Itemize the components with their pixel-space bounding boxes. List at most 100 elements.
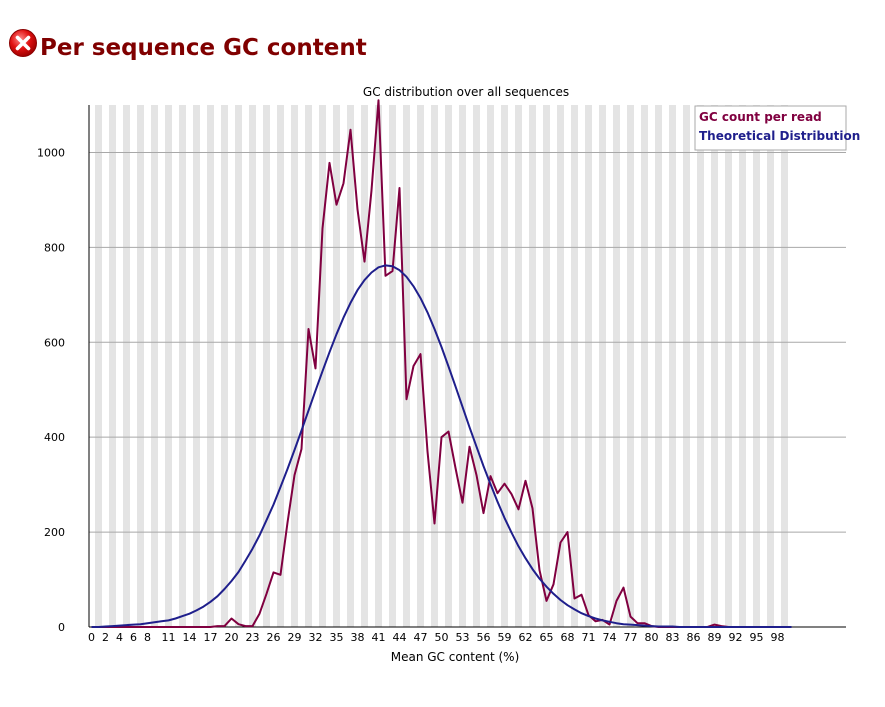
grid-stripe: [291, 105, 298, 627]
grid-stripes: [95, 105, 788, 627]
chart-series: [91, 99, 792, 628]
x-tick-label: 2: [102, 631, 109, 644]
series-line-theoretical: [91, 264, 792, 628]
grid-stripe: [571, 105, 578, 627]
grid-stripe: [487, 105, 494, 627]
x-tick-label: 80: [645, 631, 659, 644]
grid-stripe: [375, 105, 382, 627]
grid-stripe: [235, 105, 242, 627]
x-tick-label: 65: [540, 631, 554, 644]
x-tick-label: 77: [624, 631, 638, 644]
legend-entry-theoretical: Theoretical Distribution: [699, 129, 860, 143]
y-tick-label: 0: [58, 621, 65, 634]
x-tick-label: 44: [393, 631, 407, 644]
grid-stripe: [333, 105, 340, 627]
x-tick-label: 83: [666, 631, 680, 644]
grid-stripe: [473, 105, 480, 627]
x-tick-label: 86: [687, 631, 701, 644]
y-tick-label: 200: [44, 526, 65, 539]
grid-stripe: [669, 105, 676, 627]
y-tick-label: 800: [44, 241, 65, 254]
grid-stripe: [319, 105, 326, 627]
grid-stripe: [655, 105, 662, 627]
grid-stripe: [781, 105, 788, 627]
grid-stripe: [613, 105, 620, 627]
x-tick-labels: 0 2 4 6 8 11 14 17 20 23 26 29 32 35 38 41 44 47 50 53 56 59 6…: [88, 631, 785, 644]
x-tick-label: 32: [309, 631, 323, 644]
grid-stripe: [137, 105, 144, 627]
x-tick-label: 50: [435, 631, 449, 644]
grid-stripe: [193, 105, 200, 627]
grid-stripe: [249, 105, 256, 627]
y-tick-labels: 0 200 400 600 800 1000: [37, 146, 65, 634]
grid-stripe: [403, 105, 410, 627]
grid-stripe: [641, 105, 648, 627]
grid-stripe: [515, 105, 522, 627]
x-axis-label: Mean GC content (%): [391, 650, 520, 664]
x-tick-label: 4: [116, 631, 123, 644]
x-tick-label: 6: [130, 631, 137, 644]
grid-stripe: [221, 105, 228, 627]
chart-axes: [88, 105, 846, 628]
x-tick-label: 35: [330, 631, 344, 644]
x-tick-label: 0: [88, 631, 95, 644]
grid-stripe: [431, 105, 438, 627]
grid-stripe: [95, 105, 102, 627]
grid-stripe: [627, 105, 634, 627]
grid-stripe: [683, 105, 690, 627]
grid-stripe: [557, 105, 564, 627]
grid-stripe: [151, 105, 158, 627]
x-tick-label: 26: [267, 631, 281, 644]
grid-stripe: [361, 105, 368, 627]
chart-title: GC distribution over all sequences: [363, 85, 569, 99]
grid-stripe: [599, 105, 606, 627]
y-tick-label: 400: [44, 431, 65, 444]
x-tick-label: 11: [162, 631, 176, 644]
x-tick-label: 17: [204, 631, 218, 644]
grid-stripe: [585, 105, 592, 627]
x-tick-label: 59: [498, 631, 512, 644]
x-tick-label: 47: [414, 631, 428, 644]
x-tick-label: 71: [582, 631, 596, 644]
page-title: Per sequence GC content: [40, 35, 367, 61]
x-tick-label: 8: [144, 631, 151, 644]
x-tick-label: 89: [708, 631, 722, 644]
y-tick-label: 600: [44, 336, 65, 349]
grid-stripe: [207, 105, 214, 627]
horizontal-gridlines: [89, 151, 846, 533]
grid-stripe: [165, 105, 172, 627]
x-tick-label: 56: [477, 631, 491, 644]
grid-stripe: [543, 105, 550, 627]
grid-stripe: [725, 105, 732, 627]
x-tick-label: 14: [183, 631, 197, 644]
grid-stripe: [277, 105, 284, 627]
grid-stripe: [501, 105, 508, 627]
grid-stripe: [767, 105, 774, 627]
grid-stripe: [739, 105, 746, 627]
x-tick-label: 29: [288, 631, 302, 644]
x-tick-label: 53: [456, 631, 470, 644]
grid-stripe: [263, 105, 270, 627]
chart-legend: GC count per read Theoretical Distributi…: [694, 105, 860, 151]
grid-stripe: [459, 105, 466, 627]
x-tick-label: 95: [750, 631, 764, 644]
grid-stripe: [711, 105, 718, 627]
x-tick-label: 74: [603, 631, 617, 644]
x-tick-label: 38: [351, 631, 365, 644]
x-tick-label: 68: [561, 631, 575, 644]
grid-stripe: [389, 105, 396, 627]
grid-stripe: [109, 105, 116, 627]
x-tick-label: 92: [729, 631, 743, 644]
grid-stripe: [347, 105, 354, 627]
legend-box: [694, 105, 847, 151]
x-tick-label: 23: [246, 631, 260, 644]
grid-stripe: [305, 105, 312, 627]
x-tick-label: 62: [519, 631, 533, 644]
grid-stripe: [529, 105, 536, 627]
grid-stripe: [123, 105, 130, 627]
grid-stripe: [697, 105, 704, 627]
x-tick-label: 98: [771, 631, 785, 644]
y-tick-label: 1000: [37, 146, 65, 159]
x-tick-label: 41: [372, 631, 386, 644]
